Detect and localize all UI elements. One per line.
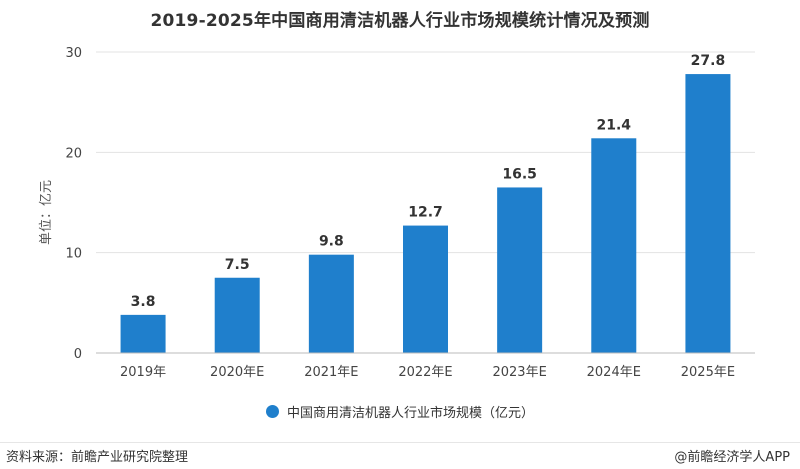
data-labels: 3.8 7.5 9.8 12.7 16.5 21.4 27.8	[131, 53, 726, 310]
data-label: 27.8	[691, 53, 726, 69]
y-axis-label: 单位：亿元	[39, 180, 54, 245]
bar	[308, 254, 354, 353]
y-tick-label: 10	[65, 247, 82, 262]
data-label: 9.8	[319, 234, 344, 250]
data-label: 21.4	[597, 117, 632, 133]
y-tick-label: 20	[65, 146, 82, 161]
y-axis-ticks: 0 10 20 30	[65, 46, 82, 362]
data-label: 3.8	[131, 294, 156, 310]
x-tick-label: 2019年	[120, 365, 166, 380]
x-tick-label: 2021年E	[304, 365, 358, 380]
bar	[685, 74, 731, 353]
x-tick-label: 2023年E	[492, 365, 546, 380]
bar	[214, 277, 260, 353]
x-axis-ticks: 2019年 2020年E 2021年E 2022年E 2023年E 2024年E 2025年…	[120, 365, 735, 380]
y-tick-label: 30	[65, 46, 82, 61]
bars	[120, 74, 731, 353]
credit-note: @前瞻经济学人APP	[674, 450, 790, 465]
x-tick-label: 2024年E	[587, 365, 641, 380]
bar	[403, 225, 448, 353]
bar	[591, 138, 637, 353]
bar	[120, 314, 166, 353]
x-tick-label: 2020年E	[210, 365, 264, 380]
legend-marker-icon	[265, 405, 279, 418]
source-note: 资料来源：前瞻产业研究院整理	[6, 450, 189, 465]
x-tick-label: 2022年E	[398, 365, 452, 380]
footer: 资料来源：前瞻产业研究院整理 @前瞻经济学人APP	[0, 442, 800, 469]
data-label: 7.5	[225, 257, 250, 273]
y-tick-label: 0	[74, 347, 82, 362]
footer-divider	[0, 442, 800, 443]
data-label: 12.7	[408, 205, 443, 221]
x-tick-label: 2025年E	[681, 365, 735, 380]
legend: 中国商用清洁机器人行业市场规模（亿元）	[0, 402, 800, 421]
gridlines	[96, 51, 755, 254]
chart-title: 2019-2025年中国商用清洁机器人行业市场规模统计情况及预测	[150, 11, 650, 31]
data-label: 16.5	[502, 166, 537, 182]
legend-label: 中国商用清洁机器人行业市场规模（亿元）	[286, 406, 534, 421]
bar	[497, 187, 543, 353]
